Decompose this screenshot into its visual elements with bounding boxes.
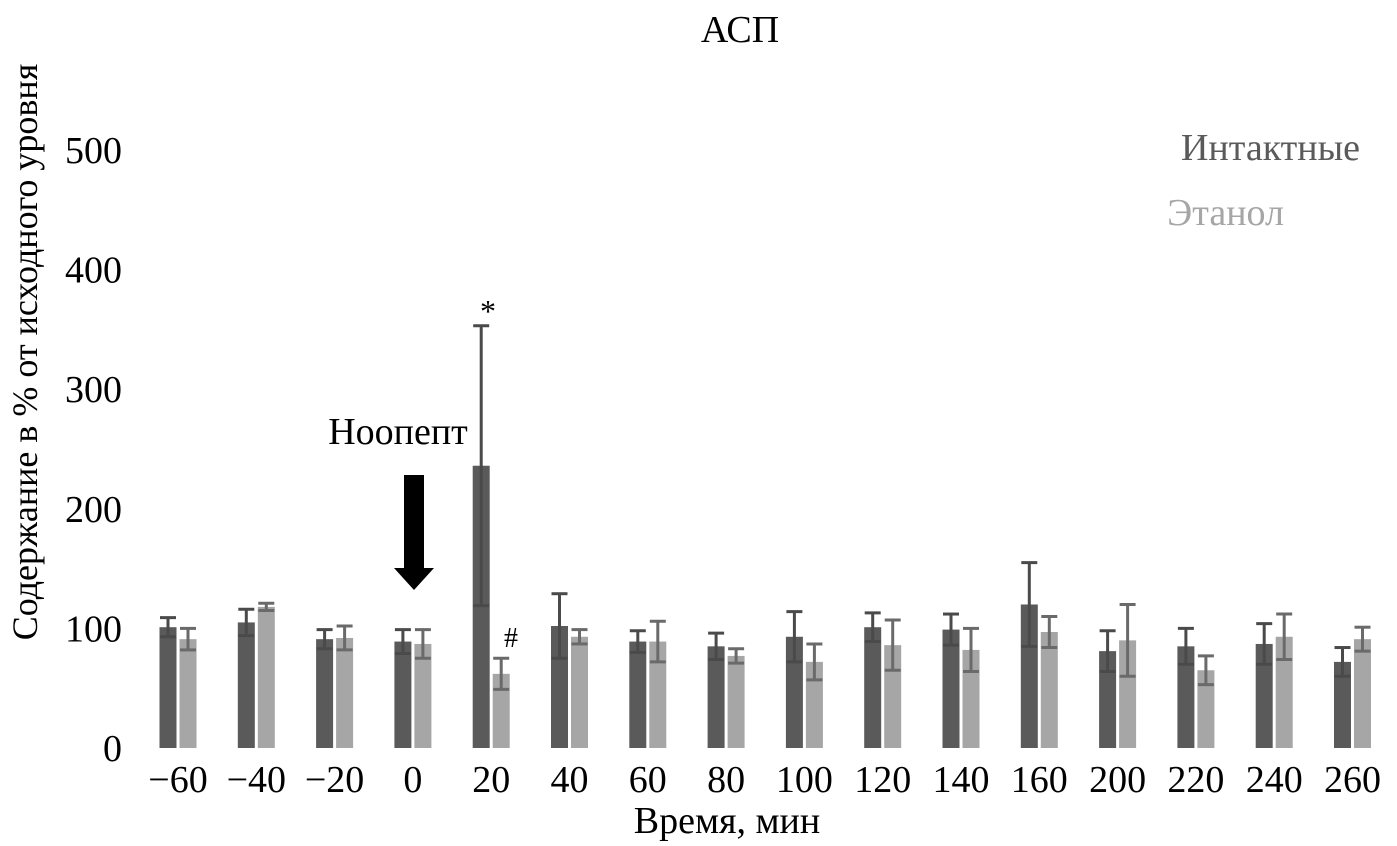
bar-ethanol bbox=[1119, 640, 1137, 748]
bars-group bbox=[159, 465, 1371, 748]
bar-intact bbox=[864, 627, 882, 748]
significance-hash: # bbox=[504, 623, 518, 654]
x-tick-label: −40 bbox=[227, 759, 286, 801]
bar-ethanol bbox=[414, 643, 432, 748]
down-arrow-icon bbox=[394, 475, 434, 590]
x-axis-label: Время, мин bbox=[634, 800, 820, 842]
legend-entry-intact: Интактные bbox=[1181, 127, 1360, 169]
bar-ethanol bbox=[1040, 631, 1058, 748]
x-tick-label: 80 bbox=[707, 759, 745, 801]
y-tick-label: 400 bbox=[65, 250, 122, 292]
bar-intact bbox=[159, 627, 177, 748]
bar-intact bbox=[316, 639, 334, 748]
x-tick-label: 200 bbox=[1089, 759, 1146, 801]
bar-intact bbox=[1020, 604, 1038, 748]
y-axis-label: Содержание в % от исходного уровня bbox=[5, 64, 45, 641]
x-tick-label: 260 bbox=[1324, 759, 1381, 801]
bar-ethanol bbox=[257, 606, 275, 748]
y-axis-ticks: 0 100 200 300 400 500 bbox=[65, 130, 122, 770]
bar-ethanol bbox=[492, 673, 510, 748]
x-tick-label: 140 bbox=[933, 759, 990, 801]
y-tick-label: 100 bbox=[65, 608, 122, 650]
bar-intact bbox=[629, 641, 647, 748]
bar-ethanol bbox=[727, 655, 745, 748]
x-tick-label: 120 bbox=[854, 759, 911, 801]
bar-ethanol bbox=[962, 649, 980, 748]
x-tick-label: 0 bbox=[403, 759, 422, 801]
bar-ethanol bbox=[1354, 639, 1371, 748]
bar-ethanol bbox=[805, 661, 823, 748]
x-tick-label: 220 bbox=[1167, 759, 1224, 801]
y-tick-label: 500 bbox=[65, 130, 122, 172]
bar-intact bbox=[707, 646, 725, 748]
y-tick-label: 300 bbox=[65, 369, 122, 411]
bar-intact bbox=[1177, 646, 1195, 748]
bar-intact bbox=[394, 641, 412, 748]
x-tick-label: −20 bbox=[305, 759, 364, 801]
bar-intact bbox=[1334, 661, 1351, 748]
legend: Интактные Этанол bbox=[1167, 127, 1360, 234]
bar-intact bbox=[1099, 651, 1117, 748]
x-axis-ticks: −60 −40 −20 0 20 40 60 80 100 120 140 160 200 220 240 2… bbox=[148, 759, 1381, 801]
noopept-annotation: Ноопепт bbox=[328, 411, 468, 590]
bar-ethanol bbox=[1275, 636, 1293, 748]
bar-intact bbox=[237, 622, 255, 748]
chart-title: АСП bbox=[701, 9, 779, 51]
x-tick-label: 20 bbox=[472, 759, 510, 801]
bar-intact bbox=[942, 629, 960, 748]
bar-intact bbox=[551, 626, 568, 748]
x-tick-label: 100 bbox=[776, 759, 833, 801]
error-bars-group bbox=[160, 324, 1371, 691]
bar-ethanol bbox=[571, 636, 588, 748]
bar-intact bbox=[785, 636, 803, 748]
bar-ethanol bbox=[1197, 670, 1215, 748]
bar-intact bbox=[1255, 643, 1273, 748]
arrow-label: Ноопепт bbox=[328, 411, 468, 453]
x-tick-label: 240 bbox=[1246, 759, 1303, 801]
x-tick-label: −60 bbox=[148, 759, 207, 801]
x-tick-label: 160 bbox=[1011, 759, 1068, 801]
bar-ethanol bbox=[649, 641, 667, 748]
y-tick-label: 200 bbox=[65, 489, 122, 531]
significance-star: * bbox=[480, 293, 496, 329]
bar-ethanol bbox=[179, 639, 197, 748]
bar-ethanol bbox=[336, 637, 354, 748]
x-tick-label: 40 bbox=[551, 759, 589, 801]
y-tick-label: 0 bbox=[103, 728, 122, 770]
x-tick-label: 60 bbox=[629, 759, 667, 801]
legend-entry-ethanol: Этанол bbox=[1167, 192, 1284, 234]
